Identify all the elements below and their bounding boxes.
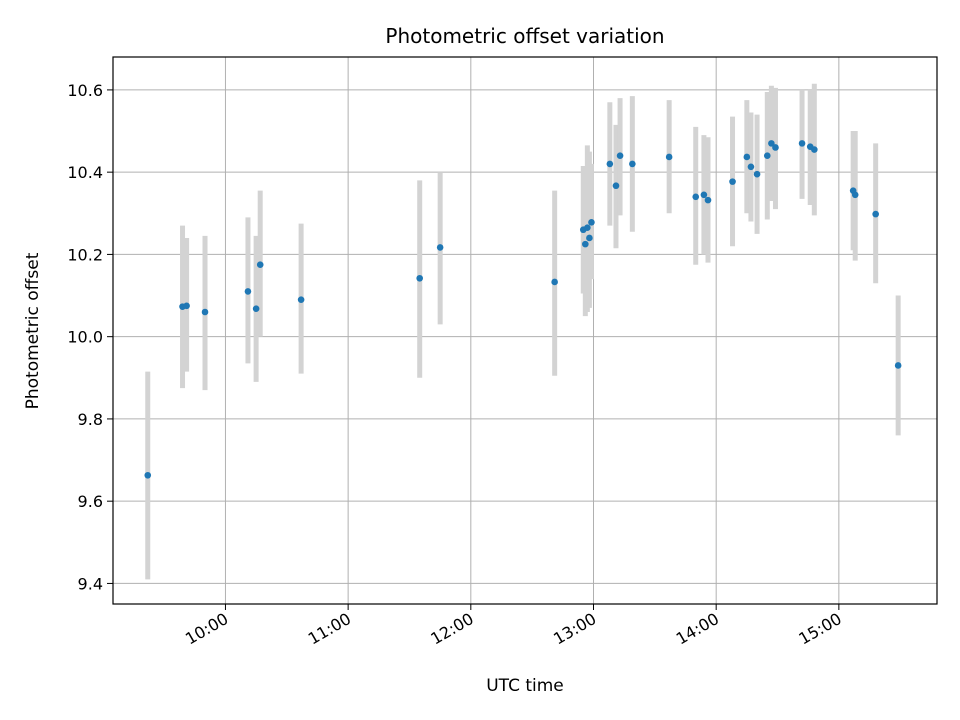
data-point: [665, 153, 673, 161]
data-point: [753, 170, 761, 178]
data-point: [588, 219, 595, 226]
y-tick-label: 10.2: [67, 245, 103, 264]
y-tick-label: 10.6: [67, 81, 103, 100]
y-axis-label: Photometric offset: [23, 252, 43, 409]
data-point: [768, 140, 775, 147]
data-point: [416, 274, 423, 282]
data-point: [798, 140, 806, 147]
data-point: [436, 244, 444, 251]
grid: [113, 57, 937, 604]
data-point: [851, 191, 859, 199]
data-point: [700, 191, 708, 199]
data-point: [629, 160, 636, 168]
data-point: [606, 160, 614, 168]
x-tick-label: 13:00: [550, 609, 599, 649]
data-point: [747, 163, 755, 171]
data-point: [743, 153, 751, 161]
data-point: [584, 224, 591, 231]
y-tick-label: 9.6: [78, 492, 103, 511]
data-point: [894, 362, 902, 369]
y-tick-label: 9.8: [78, 410, 103, 429]
data-point: [244, 288, 252, 295]
data-point: [582, 240, 589, 248]
data-point: [704, 196, 712, 204]
data-point: [252, 305, 260, 313]
x-tick-label: 10:00: [182, 609, 231, 649]
x-axis: 10:00 11:00 12:00 13:00 14:00 15:00: [182, 604, 845, 649]
y-axis: 9.4 9.6 9.8 10.0 10.2 10.4 10.6: [67, 81, 113, 593]
data-point: [183, 302, 190, 310]
data-point: [297, 296, 305, 303]
y-tick-label: 10.0: [67, 328, 103, 347]
x-axis-label: UTC time: [486, 676, 564, 696]
data-point: [551, 278, 558, 286]
data-point: [763, 152, 771, 160]
data-point: [256, 261, 264, 268]
data-point: [772, 144, 779, 151]
data-point: [729, 178, 736, 185]
data-points: [144, 140, 902, 479]
plot-frame: [112, 56, 938, 605]
data-point: [811, 146, 818, 153]
data-point: [612, 182, 620, 190]
data-point: [144, 471, 152, 479]
data-point: [201, 308, 209, 316]
data-point: [872, 210, 879, 218]
x-tick-label: 15:00: [795, 609, 844, 649]
x-tick-label: 12:00: [427, 609, 476, 649]
chart-title: Photometric offset variation: [385, 24, 664, 48]
x-tick-label: 14:00: [673, 609, 722, 649]
y-tick-label: 10.4: [67, 163, 103, 182]
y-tick-label: 9.4: [78, 574, 103, 593]
data-point: [586, 234, 593, 242]
data-point: [616, 152, 624, 160]
data-point: [692, 193, 700, 201]
x-tick-label: 11:00: [305, 609, 354, 649]
